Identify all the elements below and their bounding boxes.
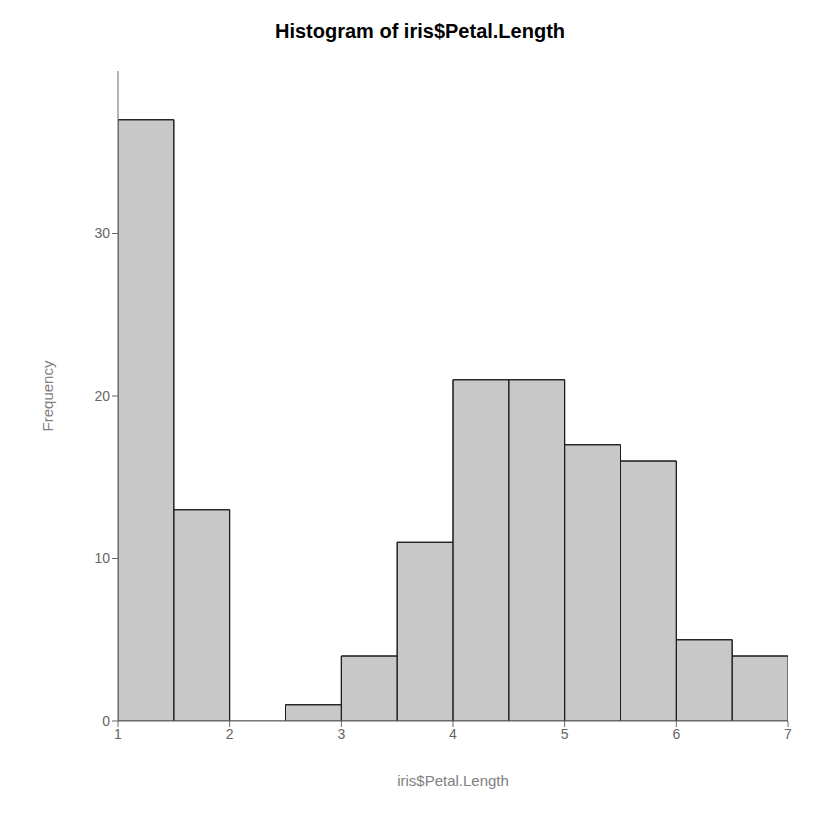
svg-text:iris$Petal.Length: iris$Petal.Length	[397, 772, 509, 789]
svg-text:10: 10	[94, 550, 110, 566]
svg-text:1: 1	[114, 726, 122, 742]
svg-text:20: 20	[94, 388, 110, 404]
svg-text:5: 5	[561, 726, 569, 742]
svg-text:2: 2	[226, 726, 234, 742]
svg-text:3: 3	[337, 726, 345, 742]
svg-text:0: 0	[102, 713, 110, 729]
svg-text:30: 30	[94, 225, 110, 241]
html-text:Histogram of iris$Petal.Length: Histogram of iris$Petal.Length	[275, 20, 565, 42]
svg-text:6: 6	[672, 726, 680, 742]
svg-text:4: 4	[449, 726, 457, 742]
svg-text:7: 7	[784, 726, 792, 742]
svg-text:Frequency: Frequency	[39, 360, 56, 431]
